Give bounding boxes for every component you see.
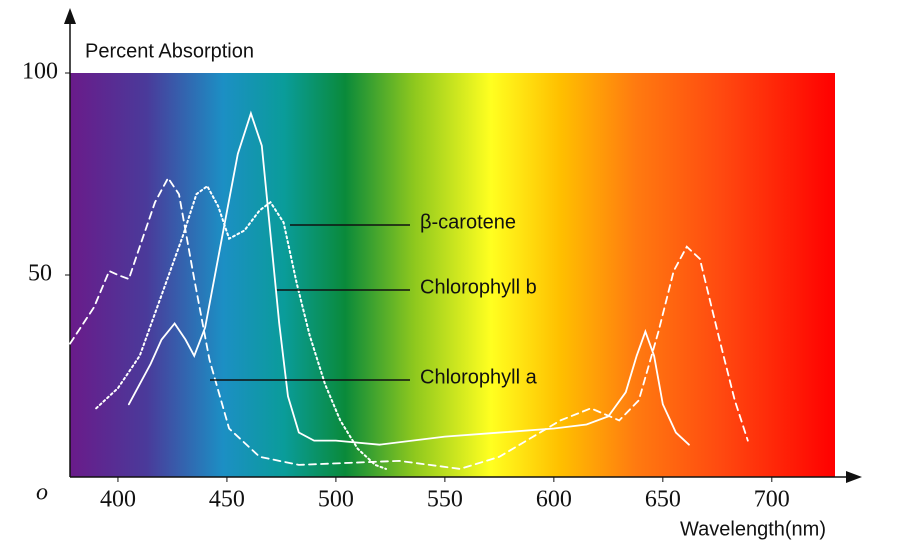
series-line — [95, 184, 388, 470]
origin-label: o — [36, 480, 48, 506]
x-arrow — [846, 471, 862, 483]
y-tick-label: 100 — [22, 59, 58, 85]
x-tick-label: 550 — [427, 487, 463, 513]
spectrum-background — [70, 73, 835, 477]
y-axis-title: Percent Absorption — [85, 40, 254, 62]
y-tick-label: 50 — [28, 261, 52, 287]
x-tick-label: 600 — [536, 487, 572, 513]
x-tick-label: 650 — [645, 487, 681, 513]
series-line — [69, 176, 749, 470]
y-arrow — [64, 8, 76, 24]
x-tick-label: 450 — [209, 487, 245, 513]
x-tick-label: 500 — [318, 487, 354, 513]
x-tick-label: 700 — [754, 487, 790, 513]
series-line — [127, 110, 690, 446]
legend-label: β-carotene — [420, 211, 516, 233]
legend-label: Chlorophyll a — [420, 366, 538, 388]
x-axis-title: Wavelength(nm) — [680, 518, 826, 540]
x-tick-label: 400 — [100, 487, 136, 513]
legend-label: Chlorophyll b — [420, 276, 537, 298]
